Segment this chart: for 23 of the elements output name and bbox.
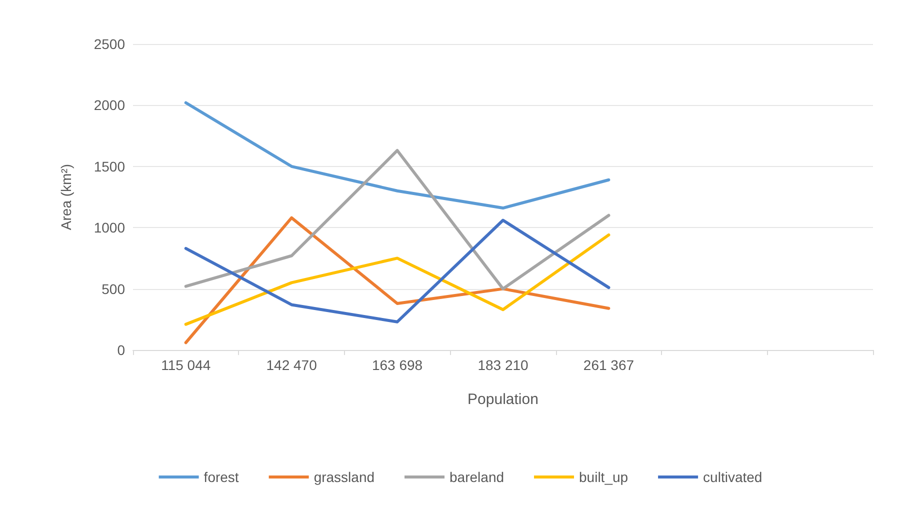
x-tick-label: 261 367 bbox=[583, 357, 634, 373]
line-series bbox=[184, 233, 610, 326]
line-series bbox=[184, 216, 610, 344]
line-series bbox=[184, 218, 610, 324]
line-series bbox=[184, 101, 610, 210]
legend-label: bareland bbox=[450, 469, 504, 485]
y-tick-label: 1000 bbox=[94, 220, 126, 236]
legend-label: grassland bbox=[314, 469, 375, 485]
y-tick-label: 2000 bbox=[94, 97, 126, 114]
legend-label: built_up bbox=[579, 469, 628, 485]
x-tick-label: 183 210 bbox=[478, 357, 529, 373]
x-axis-title: Population bbox=[468, 391, 538, 408]
y-tick-label: 0 bbox=[117, 342, 126, 358]
legend-label: cultivated bbox=[703, 469, 762, 485]
x-tick-label: 142 470 bbox=[266, 357, 318, 373]
x-tick-label: 115 044 bbox=[161, 357, 211, 373]
y-tick-label: 1500 bbox=[94, 158, 126, 174]
x-tick-label: 163 698 bbox=[372, 357, 423, 373]
line-series bbox=[184, 148, 610, 290]
y-tick-label: 2500 bbox=[94, 36, 126, 52]
legend-label: forest bbox=[204, 469, 239, 485]
y-tick-label: 500 bbox=[102, 280, 126, 297]
y-axis-title: Area (km²) bbox=[58, 164, 74, 230]
